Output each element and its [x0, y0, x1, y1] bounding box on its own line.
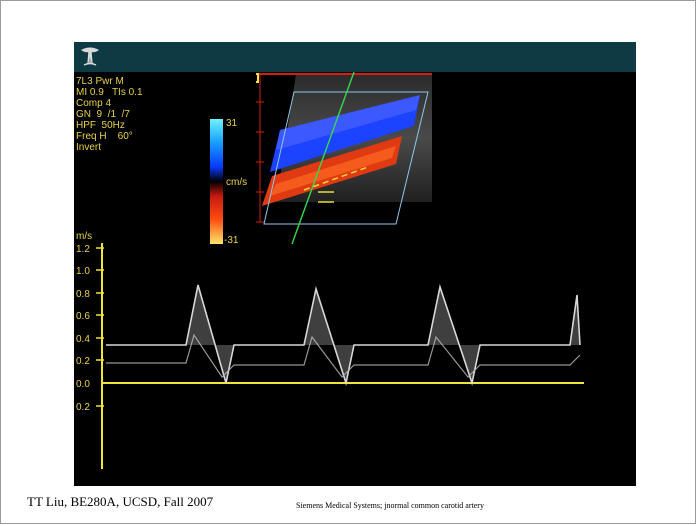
waveform-unit-label: m/s [76, 231, 92, 242]
setting-line: HPF 50Hz [76, 120, 125, 131]
tick-label: 0.2 [76, 356, 90, 367]
slide-footer-credit: TT Liu, BE280A, UCSD, Fall 2007 [27, 494, 214, 509]
color-doppler-image [256, 72, 432, 244]
tick-label: 0.6 [76, 311, 90, 322]
setting-line: 7L3 Pwr M [76, 76, 124, 87]
header-bar [74, 42, 636, 72]
setting-line: GN 9 /1 /7 [76, 109, 130, 120]
waveform-tick-labels: 1.2 1.0 0.8 0.6 0.4 0.2 0.0 0.2 [76, 244, 90, 413]
tick-label: 0.2 [76, 402, 90, 413]
tick-label: 0.4 [76, 334, 90, 345]
colorbar-unit-label: cm/s [226, 177, 248, 188]
setting-line: Freq H 60° [76, 131, 133, 142]
colorbar-min-label: -31 [224, 235, 239, 246]
colorbar-max-label: 31 [226, 118, 238, 129]
scan-settings-panel: 7L3 Pwr M MI 0.9 TIs 0.1 Comp 4 GN 9 /1 … [76, 76, 143, 153]
setting-line: MI 0.9 TIs 0.1 [76, 87, 143, 98]
image-source-caption: Siemens Medical Systems; jnormal common … [296, 501, 484, 510]
tick-label: 1.0 [76, 266, 90, 277]
ultrasound-screen: 7L3 Pwr M MI 0.9 TIs 0.1 Comp 4 GN 9 /1 … [74, 42, 636, 486]
setting-line: Comp 4 [76, 98, 112, 109]
siemens-tree-icon [81, 47, 99, 66]
tick-label: 0.0 [76, 379, 90, 390]
velocity-colorbar [210, 119, 223, 244]
tick-label: 1.2 [76, 244, 90, 255]
tick-label: 0.8 [76, 289, 90, 300]
setting-line: Invert [76, 142, 102, 153]
spectral-doppler-waveform: m/s 1.2 1.0 0.8 0.6 0.4 0.2 0.0 0.2 [76, 231, 584, 469]
